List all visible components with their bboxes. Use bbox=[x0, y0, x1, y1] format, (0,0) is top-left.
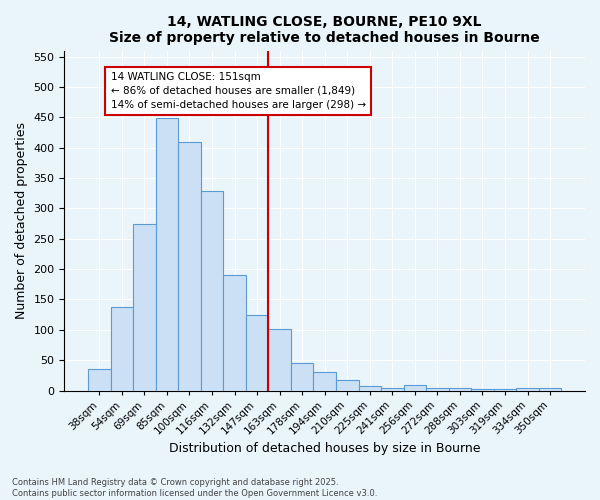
Bar bbox=[133, 224, 155, 390]
Title: 14, WATLING CLOSE, BOURNE, PE10 9XL
Size of property relative to detached houses: 14, WATLING CLOSE, BOURNE, PE10 9XL Size… bbox=[109, 15, 540, 45]
Bar bbox=[178, 142, 201, 390]
Bar bbox=[201, 192, 223, 390]
Bar bbox=[359, 386, 381, 390]
Text: 14 WATLING CLOSE: 151sqm
← 86% of detached houses are smaller (1,849)
14% of sem: 14 WATLING CLOSE: 151sqm ← 86% of detach… bbox=[110, 72, 366, 110]
Bar bbox=[291, 362, 313, 390]
Text: Contains HM Land Registry data © Crown copyright and database right 2025.
Contai: Contains HM Land Registry data © Crown c… bbox=[12, 478, 377, 498]
Bar bbox=[88, 370, 110, 390]
Bar bbox=[268, 329, 291, 390]
Bar bbox=[516, 388, 539, 390]
Y-axis label: Number of detached properties: Number of detached properties bbox=[15, 122, 28, 319]
Bar bbox=[110, 308, 133, 390]
Bar bbox=[404, 385, 426, 390]
Bar bbox=[494, 388, 516, 390]
Bar bbox=[381, 388, 404, 390]
Bar bbox=[246, 314, 268, 390]
Bar bbox=[336, 380, 359, 390]
Bar bbox=[449, 388, 471, 390]
Bar bbox=[313, 372, 336, 390]
Bar bbox=[539, 388, 562, 390]
Bar bbox=[223, 275, 246, 390]
Bar bbox=[155, 118, 178, 390]
Bar bbox=[426, 388, 449, 390]
X-axis label: Distribution of detached houses by size in Bourne: Distribution of detached houses by size … bbox=[169, 442, 481, 455]
